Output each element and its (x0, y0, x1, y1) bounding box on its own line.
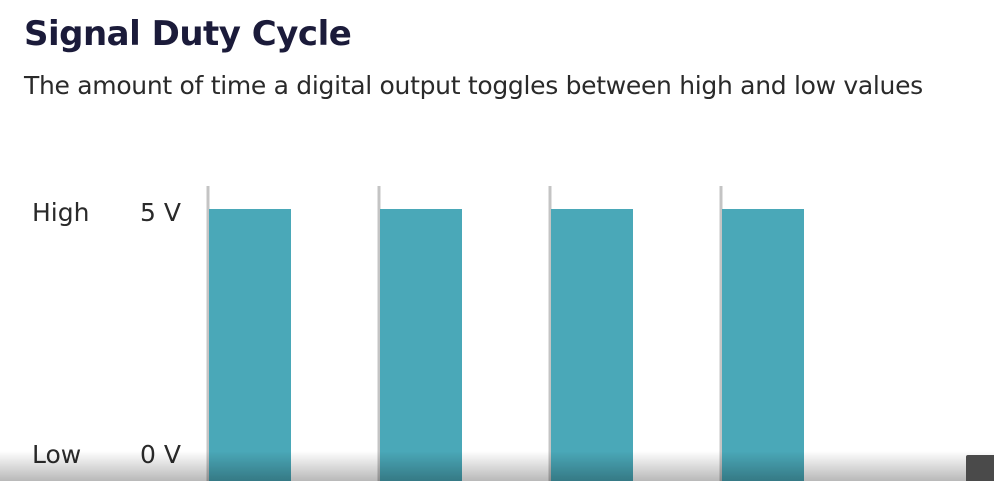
low-voltage-label: 0 V (140, 440, 181, 469)
slide-subtitle: The amount of time a digital output togg… (24, 71, 923, 100)
player-control-button[interactable] (966, 455, 994, 481)
high-pulse (551, 209, 633, 481)
high-pulse (380, 209, 462, 481)
low-state-label: Low (32, 440, 82, 469)
high-state-label: High (32, 198, 90, 227)
slide-title: Signal Duty Cycle (24, 14, 352, 54)
high-pulse (209, 209, 291, 481)
high-pulse (722, 209, 804, 481)
high-voltage-label: 5 V (140, 198, 181, 227)
